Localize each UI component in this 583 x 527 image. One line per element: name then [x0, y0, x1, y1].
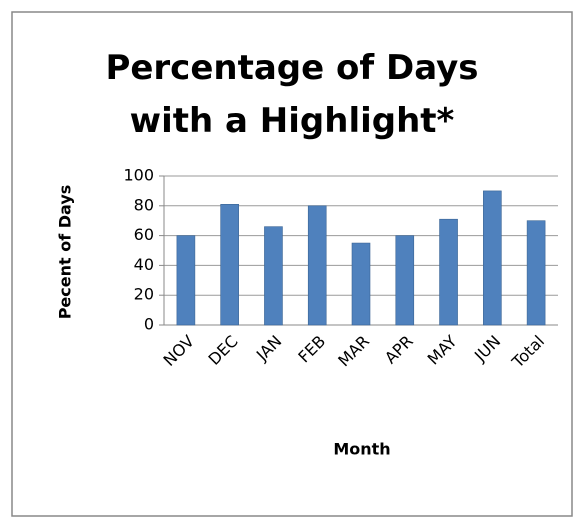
bar	[526, 220, 546, 326]
x-tick-label: MAY	[424, 331, 461, 368]
x-tick-label: JUN	[470, 332, 504, 366]
y-tick-label: 20	[134, 285, 154, 304]
y-tick-label: 40	[134, 255, 154, 274]
bar	[307, 205, 327, 326]
bar	[220, 204, 239, 326]
x-tick-label: DEC	[204, 332, 241, 369]
x-tick-label: JAN	[252, 332, 285, 365]
y-tick-label: 100	[123, 166, 154, 185]
chart-border	[11, 11, 573, 517]
y-tick-label: 80	[134, 195, 154, 214]
x-axis-label: Month	[333, 440, 390, 459]
y-tick-label: 60	[134, 225, 154, 244]
y-tick-label: 0	[144, 315, 154, 334]
x-tick-label: MAR	[334, 332, 373, 371]
bar	[351, 242, 371, 326]
x-tick-label: NOV	[160, 332, 198, 370]
bar	[439, 218, 458, 326]
x-tick-label: APR	[381, 332, 417, 368]
y-axis-label: Pecent of Days	[56, 185, 75, 320]
bar	[176, 235, 196, 326]
x-tick-label: Total	[508, 332, 549, 373]
bar	[264, 226, 283, 326]
bar	[483, 190, 502, 326]
chart-title: Percentage of Days with a Highlight*	[105, 48, 479, 141]
x-tick-label: FEB	[294, 332, 329, 367]
bar	[395, 235, 415, 326]
